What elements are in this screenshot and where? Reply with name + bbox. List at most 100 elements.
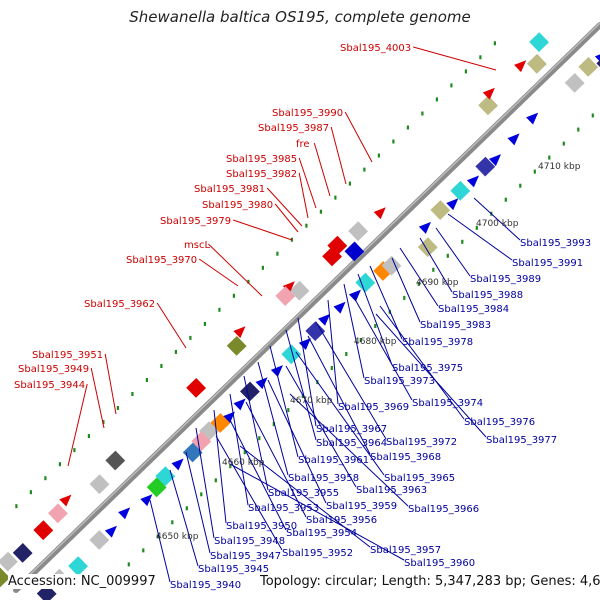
gene-arrow xyxy=(507,133,520,146)
gene-block xyxy=(89,530,110,550)
gene-label-reverse: Sbal195_3965 xyxy=(384,473,455,484)
tick-dot xyxy=(142,548,145,553)
tick-dot xyxy=(493,41,496,46)
gene-block xyxy=(226,336,247,356)
tick-dot xyxy=(131,392,134,396)
gene-block xyxy=(0,551,18,572)
label-leader-line xyxy=(375,313,487,438)
label-leader-line xyxy=(413,46,497,71)
tick-dot xyxy=(479,55,482,60)
label-leader-line xyxy=(185,451,211,554)
label-leader-line xyxy=(169,469,199,567)
gene-label-reverse: Sbal195_3963 xyxy=(356,485,427,496)
tick-dot xyxy=(87,434,90,439)
tick-dot xyxy=(504,197,507,202)
tick-dot xyxy=(432,267,435,272)
gene-arrow xyxy=(526,112,539,125)
scale-tick-label: 4690 kbp xyxy=(416,278,459,288)
label-leader-line xyxy=(90,367,105,429)
gene-label-reverse: Sbal195_3983 xyxy=(420,320,491,331)
gene-label-reverse: Sbal195_3974 xyxy=(412,398,483,409)
gene-arrow xyxy=(255,377,268,390)
tick-dot xyxy=(348,181,351,186)
tick-dot xyxy=(417,281,420,286)
gene-arrow xyxy=(59,494,72,507)
tick-dot xyxy=(247,279,250,284)
scale-tick-label: 4670 kbp xyxy=(290,396,333,406)
label-leader-line xyxy=(266,187,303,227)
tick-dot xyxy=(319,209,322,214)
label-leader-line xyxy=(229,463,405,561)
tick-dot xyxy=(377,153,380,158)
tick-dot xyxy=(243,450,246,455)
gene-block xyxy=(33,520,54,541)
tick-dot xyxy=(200,492,203,497)
label-leader-line xyxy=(198,258,239,287)
gene-block xyxy=(430,200,451,220)
gene-arrow xyxy=(318,313,331,326)
tick-dot xyxy=(203,321,206,326)
gene-block xyxy=(450,180,471,201)
label-leader-line xyxy=(298,157,317,209)
gene-label-forward: Sbal195_3987 xyxy=(258,123,329,134)
label-leader-line xyxy=(419,237,453,293)
tick-dot xyxy=(73,448,76,453)
label-leader-line xyxy=(229,419,287,531)
tick-dot xyxy=(392,139,395,144)
gene-arrow xyxy=(171,458,184,471)
gene-arrow xyxy=(373,207,386,220)
gene-arrow xyxy=(446,198,459,211)
gene-block xyxy=(105,450,126,471)
gene-block xyxy=(381,255,402,276)
tick-dot xyxy=(116,406,119,410)
gene-label-reverse: Sbal195_3989 xyxy=(470,274,541,285)
tick-dot xyxy=(287,408,290,413)
gene-block xyxy=(305,321,326,341)
gene-block xyxy=(355,272,376,293)
tick-dot xyxy=(272,422,275,427)
genome-backbone-highlight xyxy=(15,22,600,589)
label-leader-line xyxy=(379,305,465,420)
gene-label-reverse: Sbal195_3988 xyxy=(452,290,523,301)
gene-block xyxy=(48,503,68,524)
tick-dot xyxy=(261,265,264,270)
gene-label-reverse: Sbal195_3976 xyxy=(464,417,535,428)
scale-tick-label: 4700 kbp xyxy=(476,219,519,229)
gene-label-reverse: Sbal195_3957 xyxy=(370,545,441,556)
gene-label-reverse: Sbal195_3975 xyxy=(392,363,463,374)
scale-tick-label: 4660 kbp xyxy=(222,458,265,468)
tick-dot xyxy=(305,223,308,228)
tick-dot xyxy=(174,349,177,354)
genome-title: Shewanella baltica OS195, complete genom… xyxy=(129,8,471,26)
gene-label-reverse: Sbal195_3956 xyxy=(306,515,377,526)
gene-arrow xyxy=(466,175,480,188)
gene-arrow xyxy=(298,338,311,350)
gene-label-forward: Sbal195_4003 xyxy=(340,43,411,54)
gene-arrow xyxy=(348,289,362,302)
tick-dot xyxy=(29,490,32,495)
gene-label-reverse: Sbal195_3948 xyxy=(214,536,285,547)
gene-arrow xyxy=(222,411,236,424)
gene-label-reverse: Sbal195_3969 xyxy=(338,402,409,413)
label-leader-line xyxy=(391,257,421,323)
tick-dot xyxy=(421,111,424,116)
label-leader-line xyxy=(104,353,117,415)
tick-dot xyxy=(363,167,366,172)
label-leader-line xyxy=(67,383,88,467)
gene-arrow xyxy=(233,398,246,411)
tick-dot xyxy=(406,125,409,130)
gene-block xyxy=(529,32,549,52)
gene-arrow xyxy=(418,221,431,234)
gene-label-reverse: Sbal195_3945 xyxy=(198,564,269,575)
scale-ticks: 4650 kbp 4660 kbp 4670 kbp 4680 kbp 4690 kbp… xyxy=(156,162,581,542)
scale-tick-label: 4650 kbp xyxy=(156,532,199,542)
label-leader-line xyxy=(343,283,365,379)
label-leader-line xyxy=(351,293,413,401)
label-leader-line xyxy=(233,219,293,241)
tick-dot xyxy=(189,335,192,340)
tick-dot xyxy=(577,127,580,132)
gene-label-reverse: Sbal195_3950 xyxy=(226,521,297,532)
gene-block xyxy=(275,286,296,306)
tick-dot xyxy=(446,253,449,258)
